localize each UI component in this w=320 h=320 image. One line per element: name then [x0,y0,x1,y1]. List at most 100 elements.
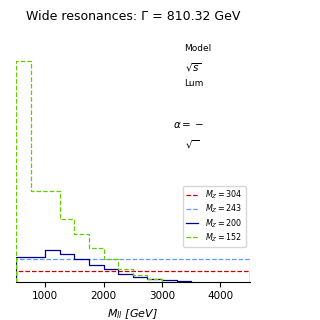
$M_Z = 152$ [131,273,135,277]
$M_Z = 304$ [189,269,193,273]
$M_Z = 152$ [87,246,91,250]
$M_Z = 200$ [116,268,120,271]
$M_Z = 152$ [160,277,164,281]
$M_Z = 243$ [248,280,252,284]
$M_Z = 243$ [102,258,106,261]
$M_Z = 243$ [131,258,135,261]
$M_Z = 152$ [116,267,120,271]
$M_Z = 200$ [29,255,33,259]
$M_Z = 152$ [14,59,18,62]
$M_Z = 243$ [131,258,135,261]
$M_Z = 200$ [160,277,164,281]
$M_Z = 304$ [116,269,120,273]
$M_Z = 243$ [58,258,62,261]
$M_Z = 304$ [73,269,76,273]
Text: $\sqrt{s}$: $\sqrt{s}$ [185,61,202,74]
$M_Z = 243$ [14,280,18,284]
$M_Z = 304$ [131,269,135,273]
$M_Z = 243$ [73,258,76,261]
$M_Z = 243$ [175,258,179,261]
Text: Model: Model [184,44,212,52]
$M_Z = 152$ [146,273,149,277]
$M_Z = 243$ [43,258,47,261]
$M_Z = 304$ [189,269,193,273]
$M_Z = 200$ [58,248,62,252]
$M_Z = 152$ [102,258,106,261]
$M_Z = 200$ [102,263,106,267]
$M_Z = 304$ [116,269,120,273]
$M_Z = 200$ [175,279,179,283]
$M_Z = 243$ [102,258,106,261]
$M_Z = 200$ [102,268,106,271]
$M_Z = 200$ [146,277,149,281]
$M_Z = 304$ [102,269,106,273]
$M_Z = 304$ [131,269,135,273]
Text: Lum: Lum [184,79,204,88]
$M_Z = 304$ [175,269,179,273]
$M_Z = 200$ [116,272,120,276]
$M_Z = 304$ [14,280,18,284]
$M_Z = 243$ [87,258,91,261]
$M_Z = 200$ [73,252,76,256]
$M_Z = 243$ [248,258,252,261]
$M_Z = 200$ [131,275,135,279]
$M_Z = 304$ [248,269,252,273]
$M_Z = 152$ [160,280,164,284]
$M_Z = 152$ [146,277,149,281]
Text: $\sqrt{\ }$: $\sqrt{\ }$ [185,138,200,151]
$M_Z = 304$ [146,269,149,273]
$M_Z = 200$ [73,258,76,261]
$M_Z = 152$ [131,267,135,271]
$M_Z = 304$ [29,269,33,273]
$M_Z = 243$ [87,258,91,261]
$M_Z = 304$ [248,280,252,284]
$M_Z = 243$ [58,258,62,261]
$M_Z = 152$ [73,217,76,221]
$M_Z = 200$ [175,278,179,282]
$M_Z = 304$ [43,269,47,273]
$M_Z = 152$ [87,232,91,236]
$M_Z = 152$ [73,232,76,236]
Line: $M_Z = 243$: $M_Z = 243$ [16,260,250,282]
$M_Z = 200$ [189,280,193,284]
$M_Z = 304$ [102,269,106,273]
$M_Z = 243$ [116,258,120,261]
$M_Z = 200$ [43,255,47,259]
$M_Z = 200$ [87,263,91,267]
Line: $M_Z = 304$: $M_Z = 304$ [16,271,250,282]
$M_Z = 243$ [146,258,149,261]
$M_Z = 152$ [29,59,33,62]
$M_Z = 152$ [29,189,33,193]
$M_Z = 152$ [58,189,62,193]
$M_Z = 304$ [160,269,164,273]
$M_Z = 200$ [87,258,91,261]
$M_Z = 243$ [189,258,193,261]
$M_Z = 243$ [14,258,18,261]
Text: $\alpha = -$: $\alpha = -$ [172,120,204,130]
$M_Z = 243$ [73,258,76,261]
$M_Z = 304$ [58,269,62,273]
$M_Z = 200$ [14,280,18,284]
$M_Z = 304$ [146,269,149,273]
$M_Z = 243$ [43,258,47,261]
$M_Z = 304$ [14,269,18,273]
Line: $M_Z = 200$: $M_Z = 200$ [16,250,191,282]
$M_Z = 243$ [29,258,33,261]
$M_Z = 152$ [58,217,62,221]
$M_Z = 243$ [160,258,164,261]
$M_Z = 243$ [175,258,179,261]
$M_Z = 243$ [116,258,120,261]
Line: $M_Z = 152$: $M_Z = 152$ [16,60,162,282]
$M_Z = 243$ [146,258,149,261]
$M_Z = 200$ [131,272,135,276]
$M_Z = 152$ [14,280,18,284]
$M_Z = 152$ [116,258,120,261]
$M_Z = 200$ [146,275,149,279]
$M_Z = 304$ [43,269,47,273]
$M_Z = 243$ [189,258,193,261]
$M_Z = 304$ [175,269,179,273]
Title: Wide resonances: Γ = 810.32 GeV: Wide resonances: Γ = 810.32 GeV [26,10,240,23]
Legend: $M_Z = 304$, $M_Z = 243$, $M_Z = 200$, $M_Z = 152$: $M_Z = 304$, $M_Z = 243$, $M_Z = 200$, $… [183,186,245,247]
$M_Z = 304$ [73,269,76,273]
$M_Z = 243$ [160,258,164,261]
